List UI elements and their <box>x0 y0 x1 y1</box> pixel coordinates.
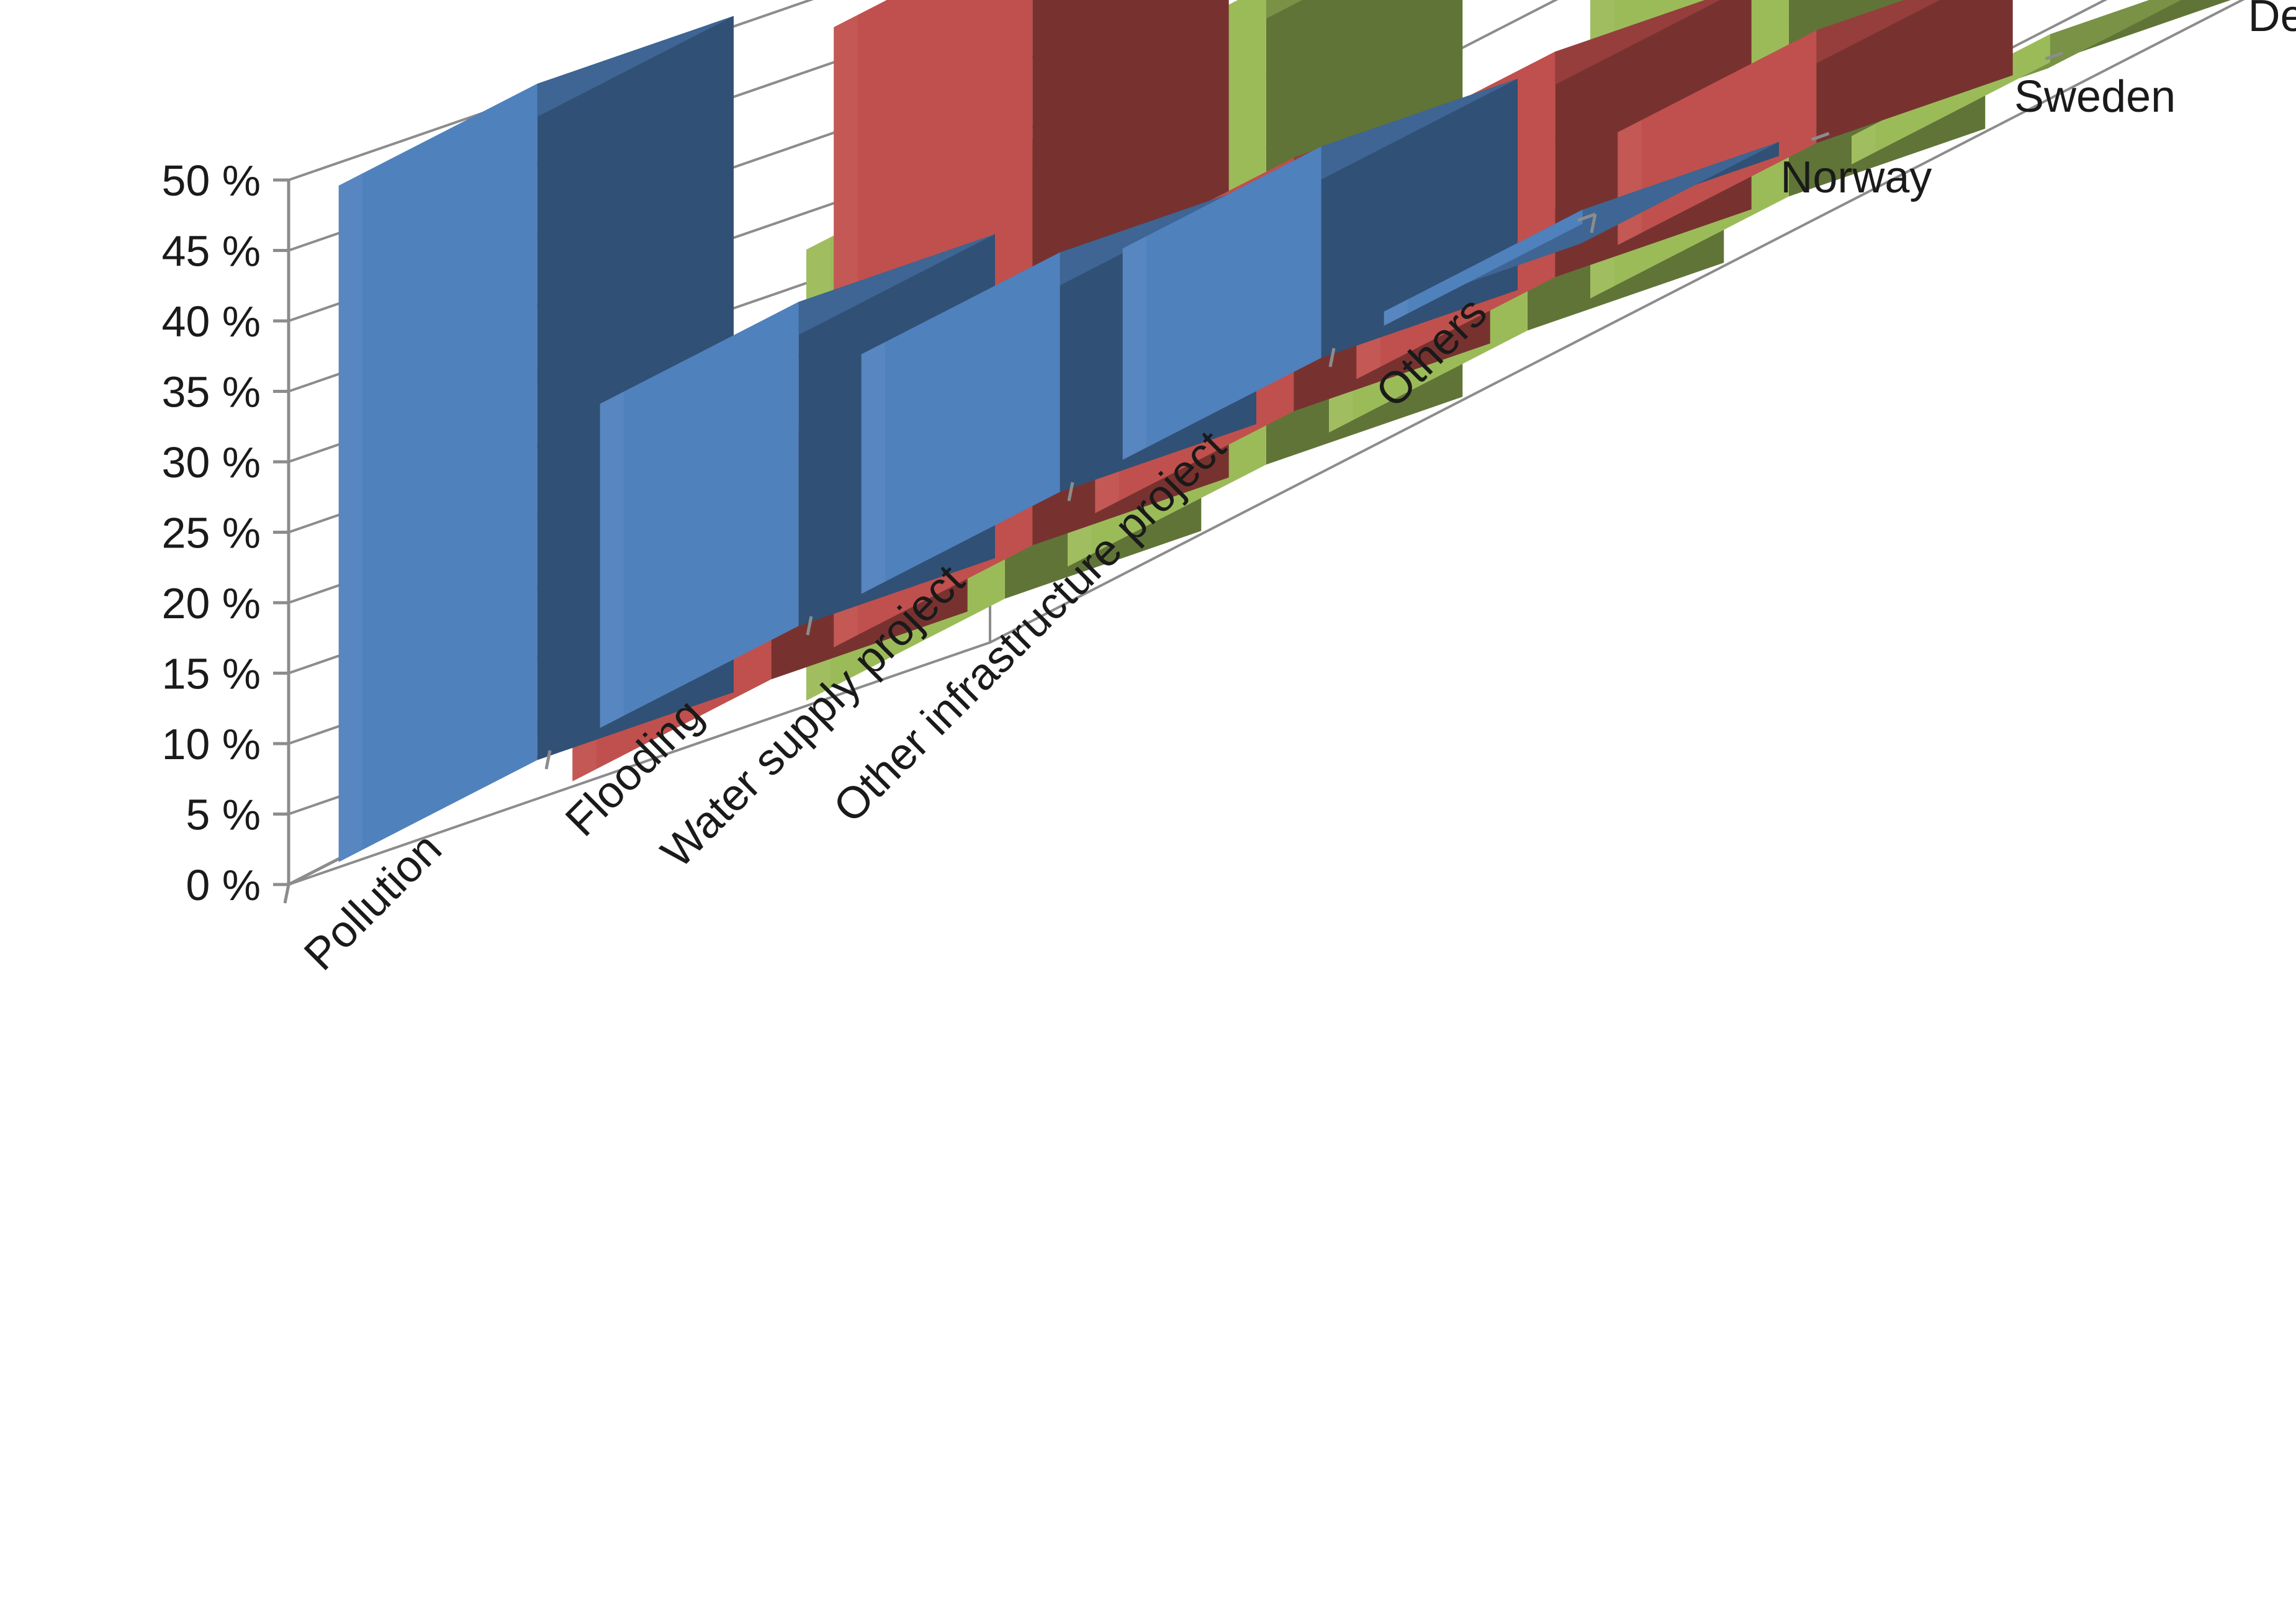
x-tick-label: Pollution <box>295 824 451 980</box>
bar <box>1122 78 1518 460</box>
bar-highlight <box>338 173 362 862</box>
bar-front <box>1122 146 1321 460</box>
y-axis-ticks: 0 % 5 % 10 % 15 % 20 % 25 % 30 % 35 % 40 % 45 % 50… <box>161 156 289 909</box>
y-tick-label: 45 % <box>161 227 261 276</box>
series-axis-ticks: Norway Sweden Denmark <box>1577 0 2296 222</box>
chart-bars <box>338 0 2231 862</box>
y-tick-label: 30 % <box>161 438 261 487</box>
bar-front <box>338 83 538 862</box>
z-tick-mark <box>1577 212 1596 222</box>
y-tick-label: 10 % <box>161 720 261 768</box>
bar-highlight <box>1618 120 1642 245</box>
bar-highlight <box>1852 124 1876 164</box>
bar-highlight <box>1122 236 1146 460</box>
x-tick-mark <box>1590 214 1597 233</box>
y-tick-label: 25 % <box>161 509 261 557</box>
x-tick-mark <box>806 616 813 636</box>
bar-side <box>2050 0 2231 63</box>
y-tick-label: 50 % <box>161 156 261 205</box>
series-label: Sweden <box>2014 72 2176 122</box>
x-tick-mark <box>1328 348 1336 367</box>
bar-highlight <box>861 342 885 594</box>
bar-highlight <box>1384 299 1408 326</box>
bar-front <box>1384 209 1583 326</box>
y-tick-label: 35 % <box>161 368 261 417</box>
z-tick-mark <box>1811 132 1830 142</box>
z-tick-mark <box>2045 51 2064 61</box>
series-label: Norway <box>1780 153 1932 202</box>
x-tick-mark <box>1067 482 1074 502</box>
x-tick-mark <box>283 884 290 904</box>
y-tick-label: 15 % <box>161 650 261 698</box>
y-tick-label: 40 % <box>161 297 261 346</box>
bar-front <box>861 252 1060 594</box>
y-tick-label: 0 % <box>186 861 261 909</box>
y-tick-label: 20 % <box>161 579 261 628</box>
series-label: Denmark <box>2248 0 2296 41</box>
x-tick-mark <box>544 750 552 770</box>
bar <box>1384 142 1779 326</box>
bar-front <box>600 302 799 728</box>
bar-highlight <box>600 391 624 728</box>
y-tick-label: 5 % <box>186 791 261 839</box>
